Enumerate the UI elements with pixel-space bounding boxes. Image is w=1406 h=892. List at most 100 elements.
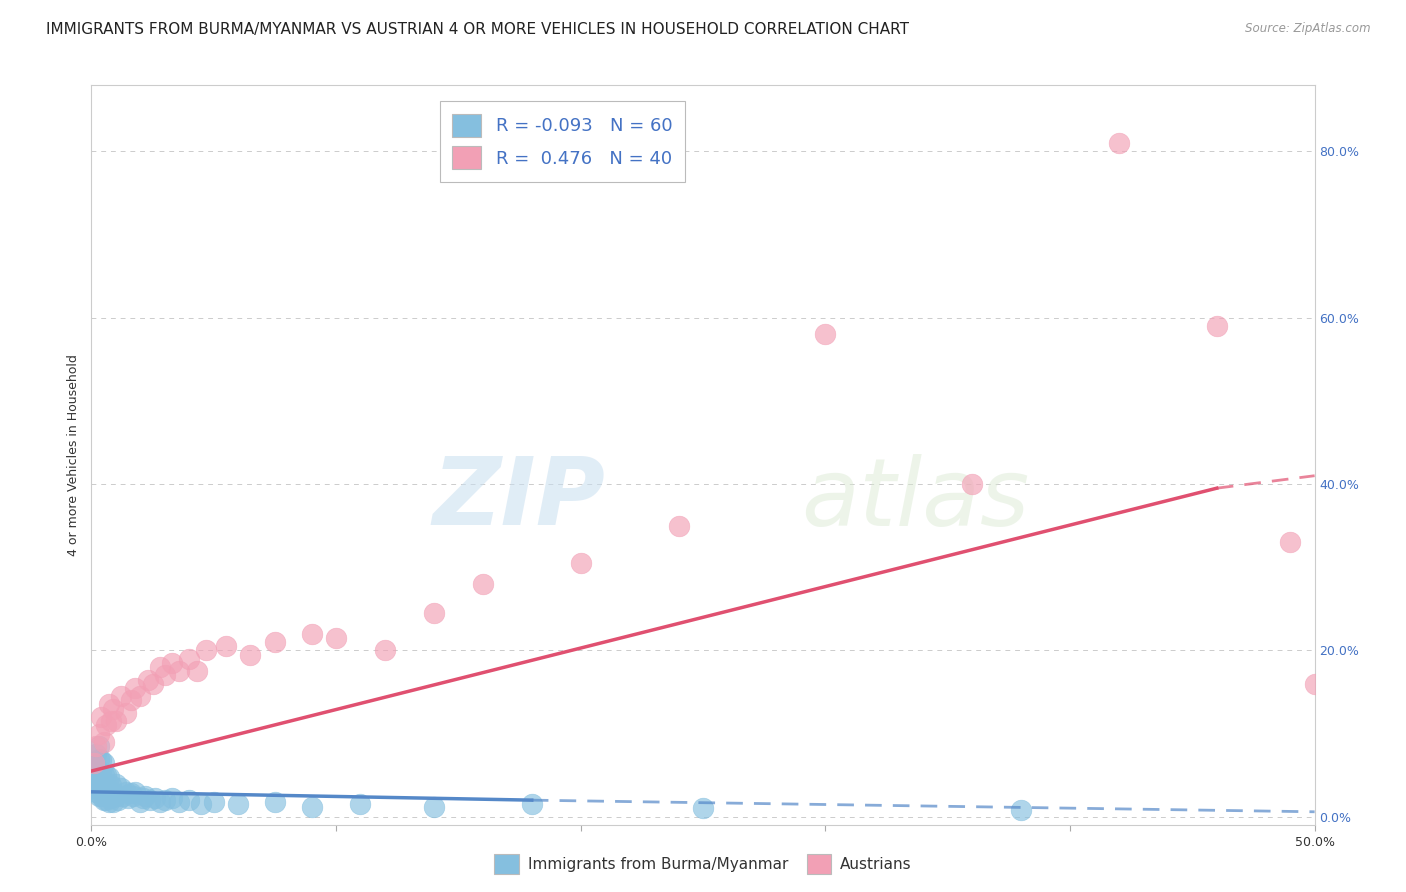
Point [692, 801, 714, 815]
Point [104, 789, 127, 803]
Point [149, 660, 172, 674]
Text: atlas: atlas [801, 454, 1029, 545]
Point [132, 791, 155, 805]
Point [160, 791, 183, 805]
Point [100, 714, 122, 728]
Point [84, 760, 107, 774]
Point [94, 793, 117, 807]
Point [179, 651, 201, 665]
Point [84, 739, 107, 753]
Point [87, 751, 110, 765]
Text: ZIP: ZIP [432, 453, 605, 545]
Point [94, 780, 117, 795]
Point [83, 780, 105, 795]
Point [1108, 136, 1130, 150]
Point [190, 797, 212, 812]
Point [301, 799, 323, 814]
Point [87, 764, 110, 778]
Point [83, 768, 105, 782]
Y-axis label: 4 or more Vehicles in Household: 4 or more Vehicles in Household [67, 354, 80, 556]
Point [84, 772, 107, 787]
Point [103, 795, 125, 809]
Point [100, 778, 122, 792]
Point [134, 789, 156, 803]
Point [239, 648, 262, 662]
Point [124, 681, 146, 695]
Point [87, 789, 110, 803]
Point [104, 776, 127, 790]
Point [325, 631, 347, 645]
Point [215, 639, 238, 653]
Point [93, 793, 115, 807]
Point [1010, 803, 1032, 817]
Point [103, 785, 125, 799]
Point [90, 753, 112, 767]
Point [114, 785, 136, 799]
Point [136, 673, 159, 687]
Point [103, 701, 125, 715]
Point [94, 768, 117, 782]
Point [97, 770, 120, 784]
Point [141, 676, 163, 690]
Point [149, 795, 172, 809]
Point [120, 693, 142, 707]
Point [112, 789, 135, 803]
Legend: R = -0.093   N = 60, R =  0.476   N = 40: R = -0.093 N = 60, R = 0.476 N = 40 [440, 101, 685, 182]
Point [110, 689, 132, 703]
Point [104, 714, 127, 728]
Point [90, 778, 112, 792]
Point [169, 664, 191, 678]
Point [374, 643, 396, 657]
Point [129, 689, 152, 703]
Point [179, 793, 201, 807]
Point [90, 710, 112, 724]
Point [87, 739, 110, 753]
Point [97, 783, 120, 797]
Point [153, 668, 176, 682]
Point [202, 795, 225, 809]
Point [100, 791, 122, 805]
Point [960, 477, 983, 491]
Point [87, 726, 110, 740]
Point [264, 795, 287, 809]
Point [97, 698, 120, 712]
Point [160, 656, 183, 670]
Point [93, 768, 115, 782]
Point [124, 785, 146, 799]
Point [93, 735, 115, 749]
Point [226, 797, 249, 812]
Point [569, 556, 592, 570]
Point [93, 780, 115, 795]
Point [107, 793, 129, 807]
Point [84, 747, 107, 762]
Point [90, 766, 112, 780]
Point [117, 791, 139, 805]
Point [139, 793, 162, 807]
Point [90, 789, 112, 803]
Point [668, 518, 690, 533]
Point [93, 756, 115, 770]
Point [84, 785, 107, 799]
Legend: Immigrants from Burma/Myanmar, Austrians: Immigrants from Burma/Myanmar, Austrians [488, 848, 918, 880]
Point [114, 706, 136, 720]
Point [83, 756, 105, 770]
Point [423, 799, 446, 814]
Point [264, 635, 287, 649]
Point [186, 664, 208, 678]
Point [195, 643, 218, 657]
Point [471, 577, 494, 591]
Point [83, 756, 105, 770]
Point [97, 795, 120, 809]
Point [301, 627, 323, 641]
Point [110, 780, 132, 795]
Text: Source: ZipAtlas.com: Source: ZipAtlas.com [1246, 22, 1371, 36]
Point [94, 718, 117, 732]
Point [423, 606, 446, 620]
Point [169, 795, 191, 809]
Point [1205, 318, 1227, 333]
Point [1303, 676, 1326, 690]
Point [814, 327, 837, 342]
Point [1279, 535, 1302, 549]
Text: IMMIGRANTS FROM BURMA/MYANMAR VS AUSTRIAN 4 OR MORE VEHICLES IN HOUSEHOLD CORREL: IMMIGRANTS FROM BURMA/MYANMAR VS AUSTRIA… [46, 22, 910, 37]
Point [349, 797, 371, 812]
